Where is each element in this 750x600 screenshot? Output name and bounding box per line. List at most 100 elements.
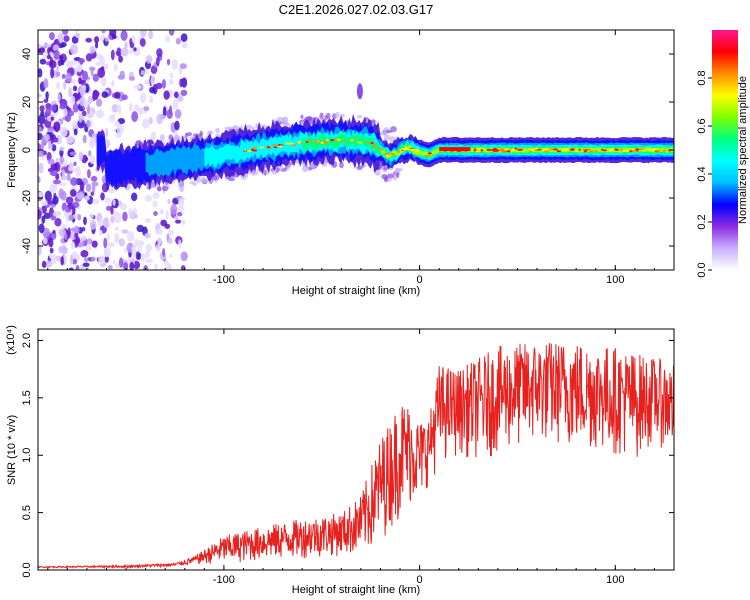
spectrogram-hotspot <box>594 150 598 153</box>
spectrogram-hotspot <box>631 150 638 153</box>
spectrogram-speckle <box>300 120 305 125</box>
spectrogram-speckle <box>177 206 185 213</box>
spectrogram-speckle <box>144 232 151 239</box>
spectrogram-speckle <box>134 104 139 112</box>
spectrogram-speckle <box>286 164 290 170</box>
spectrogram-speckle <box>75 30 79 34</box>
spectrogram-speckle <box>118 238 125 247</box>
spectrogram-speckle <box>175 219 182 224</box>
snr-axes: -100 0 100 0.0 0.5 1.0 1.5 2.0 <box>21 329 675 586</box>
spectrogram-speckle <box>116 123 124 135</box>
spectrogram-hotspot <box>534 149 538 152</box>
spectrogram-speckle <box>156 186 162 192</box>
spectrogram-speckle <box>48 237 54 248</box>
colorbar-label: Normalized spectral amplitude <box>737 76 749 224</box>
spectrogram-speckle <box>47 158 55 165</box>
spectrogram-hotspot <box>651 148 658 151</box>
spectrogram-hotspot <box>615 149 618 152</box>
spectrogram-speckle <box>144 250 150 259</box>
spectrogram-speckle <box>103 237 108 249</box>
spectrogram-hotspot <box>372 143 376 146</box>
spectrogram-hotspot <box>569 148 575 151</box>
spectrogram-speckle <box>52 44 60 52</box>
spectrogram-hotspot <box>425 154 432 157</box>
colorbar-tick-label: 0.4 <box>696 166 708 181</box>
spectrogram-speckle <box>98 255 105 264</box>
spectrogram-speckle <box>150 131 157 142</box>
spectrogram-speckle <box>38 47 46 54</box>
spectrogram-speckle <box>155 82 163 90</box>
spectrogram-speckle <box>72 167 80 173</box>
spectrogram-speckle <box>110 215 115 224</box>
spectrogram-speckle <box>38 209 42 220</box>
spectrogram-speckle <box>38 113 46 125</box>
spectrogram-speckle <box>56 81 60 90</box>
spectrogram-hotspot <box>578 148 581 151</box>
spectrogram-speckle <box>65 61 74 68</box>
spectrogram-x-label: Height of straight line (km) <box>292 285 420 297</box>
spectrogram-speckle <box>111 114 116 119</box>
spectrogram-speckle <box>246 124 253 129</box>
spectrogram-speckle <box>63 108 68 117</box>
spectrogram-hotspot <box>378 147 383 150</box>
x-tick-label: 0 <box>417 574 423 586</box>
spectrogram-speckle <box>72 120 78 131</box>
spectrogram-ridge-band <box>380 143 674 159</box>
spectrogram-speckle <box>148 30 154 40</box>
spectrogram-speckle <box>178 67 183 75</box>
spectrogram-hotspot <box>662 149 667 152</box>
spectrogram-speckle <box>255 123 259 129</box>
spectrogram-speckle <box>109 30 117 37</box>
spectrogram-speckle <box>63 80 67 90</box>
spectrogram-speckle <box>44 260 53 268</box>
spectrogram-speckle <box>180 251 188 262</box>
spectrogram-speckle <box>121 94 128 101</box>
spectrogram-isolated-feature <box>356 83 363 100</box>
spectrogram-speckle <box>282 116 289 124</box>
spectrogram-speckle <box>133 47 137 52</box>
spectrogram-hotspot <box>372 145 377 148</box>
spectrogram-speckle <box>168 254 173 259</box>
spectrogram-speckle <box>128 76 136 81</box>
spectrogram-speckle <box>142 118 150 129</box>
spectrogram-speckle <box>72 102 79 113</box>
spectrogram-speckle <box>145 54 153 64</box>
spectrogram-speckle <box>131 111 139 123</box>
spectrogram-speckle <box>235 125 239 129</box>
spectrogram-speckle <box>72 85 78 92</box>
spectrogram-speckle <box>178 197 185 208</box>
spectrogram-speckle <box>67 227 71 239</box>
spectrogram-speckle <box>83 216 87 226</box>
y-tick-label: 0.0 <box>21 562 33 577</box>
spectrogram-speckle <box>89 45 96 54</box>
spectrogram-speckle <box>84 195 90 201</box>
spectrogram-speckle <box>38 150 44 157</box>
spectrogram-speckle <box>85 183 92 193</box>
spectrogram-hotspot <box>277 145 284 148</box>
spectrogram-speckle <box>301 165 309 172</box>
spectrogram-hotspot <box>414 148 419 151</box>
spectrogram-speckle <box>115 133 122 138</box>
spectrogram-speckle <box>250 126 256 130</box>
spectrogram-speckle <box>82 262 90 267</box>
spectrogram-speckle <box>176 211 183 217</box>
spectrogram-speckle <box>83 84 87 92</box>
spectrogram-speckle <box>101 30 106 34</box>
spectrogram-speckle <box>118 200 122 206</box>
snr-frame <box>37 328 675 571</box>
spectrogram-hotspot <box>330 139 335 142</box>
spectrogram-speckle <box>112 259 116 265</box>
spectrogram-hotspot <box>298 142 301 145</box>
spectrogram-speckle <box>114 226 120 231</box>
spectrogram-speckle <box>106 233 110 242</box>
spectrogram-speckle <box>61 30 69 35</box>
spectrogram-speckle <box>70 241 76 250</box>
spectrogram-speckle <box>59 155 64 165</box>
spectrogram-speckle <box>49 170 58 177</box>
spectrogram-speckle <box>56 65 60 71</box>
spectrogram-hotspot <box>284 142 291 145</box>
spectrogram-hotspot <box>408 148 415 151</box>
spectrogram-speckle <box>94 36 100 44</box>
spectrogram-speckle <box>60 59 65 66</box>
